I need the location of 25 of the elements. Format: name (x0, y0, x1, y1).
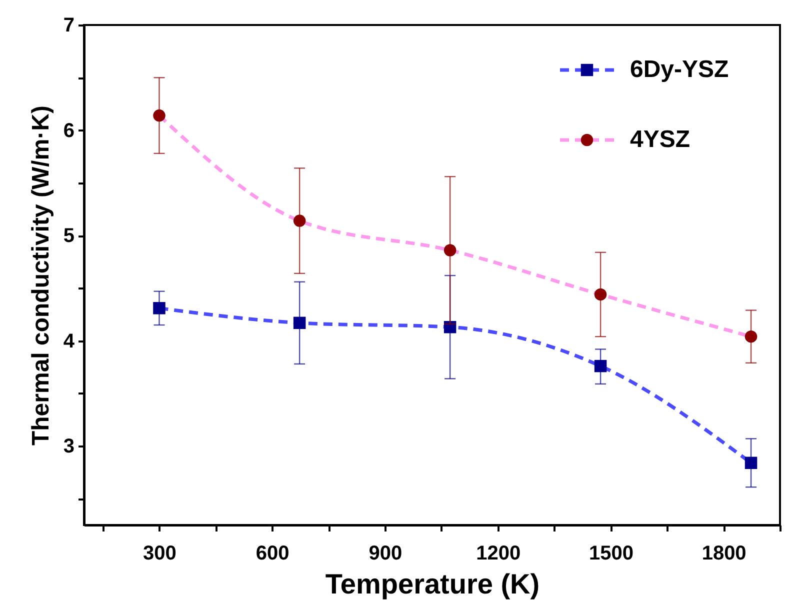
y-tick-label: 3 (63, 436, 74, 458)
point (744, 330, 758, 343)
x-tick-label: 1800 (702, 542, 746, 564)
x-tick-label: 900 (368, 542, 402, 564)
legend-label: 4YSZ (630, 126, 690, 153)
x-tick-label: 1200 (476, 542, 521, 564)
y-axis-title: Thermal conductivity (W/m·K) (27, 105, 54, 446)
x-tick-label: 300 (143, 542, 176, 564)
point (153, 109, 166, 122)
legend-label: 6Dy-YSZ (630, 56, 729, 83)
point (594, 360, 607, 372)
point (444, 244, 456, 256)
y-tick-label: 5 (63, 225, 74, 248)
x-axis-title: Temperature (K) (325, 568, 540, 600)
point (293, 316, 306, 330)
point (744, 456, 758, 470)
point (153, 302, 166, 314)
point (293, 214, 306, 227)
x-tick-label: 1500 (588, 542, 634, 564)
y-tick-label: 4 (63, 330, 76, 352)
y-tick-label: 7 (63, 14, 74, 36)
y-tick-label: 6 (63, 120, 74, 142)
x-tick-label: 600 (256, 542, 290, 564)
point (594, 288, 607, 301)
point (444, 320, 456, 334)
